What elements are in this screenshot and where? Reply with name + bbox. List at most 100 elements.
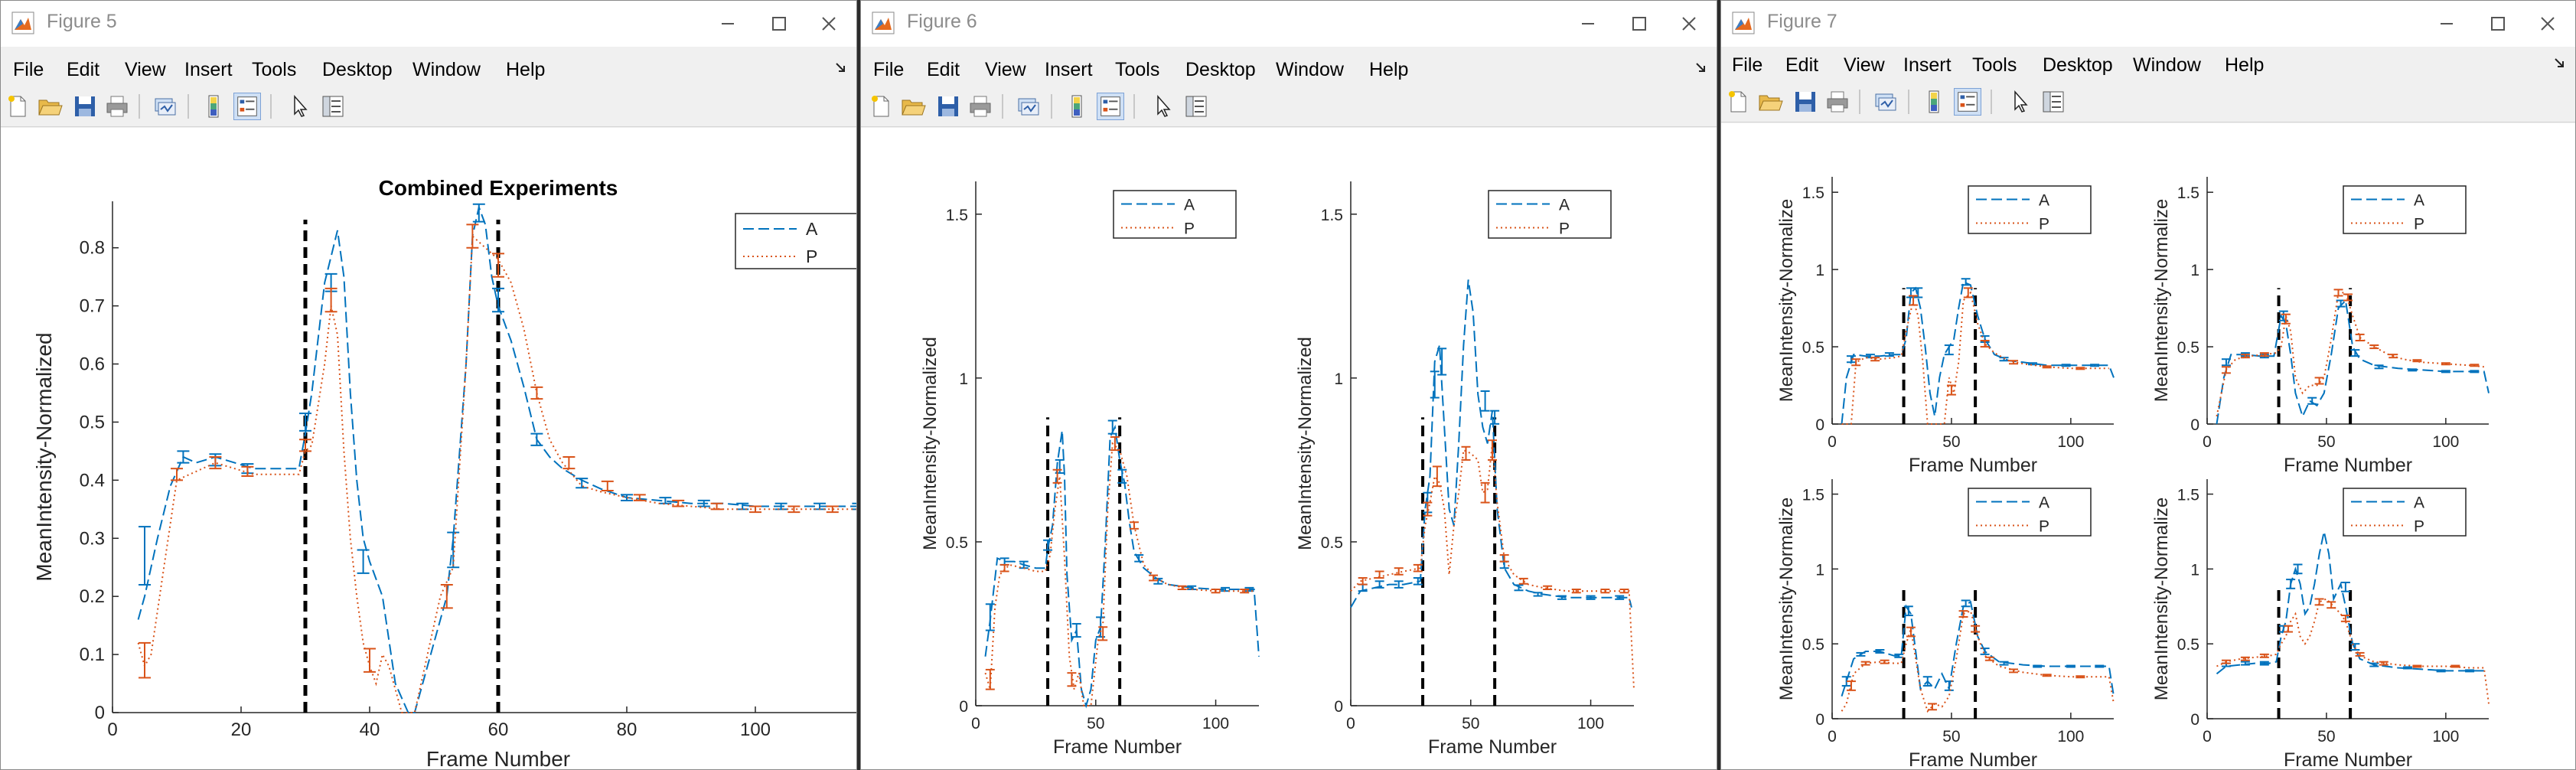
- combined-experiments-plot: 02040608010012000.10.20.30.40.50.60.70.8…: [32, 176, 856, 769]
- property-inspector-icon[interactable]: [1182, 93, 1210, 120]
- x-tick-label: 50: [1942, 433, 1960, 451]
- dock-icon[interactable]: [2552, 56, 2566, 70]
- edit-plot-icon[interactable]: [2007, 88, 2035, 116]
- x-tick-label: 50: [2317, 728, 2335, 746]
- menu-window[interactable]: Window: [412, 59, 481, 80]
- maximize-icon[interactable]: [755, 7, 801, 41]
- menu-tools[interactable]: Tools: [252, 59, 297, 80]
- menu-desktop[interactable]: Desktop: [2043, 54, 2113, 76]
- close-icon[interactable]: [2525, 7, 2571, 41]
- link-plot-icon[interactable]: [1871, 88, 1899, 116]
- window-title: Figure 7: [1767, 11, 1837, 32]
- print-icon[interactable]: [967, 93, 994, 120]
- save-icon[interactable]: [934, 93, 962, 120]
- edit-plot-icon[interactable]: [287, 93, 315, 120]
- dock-icon[interactable]: [1694, 60, 1707, 74]
- title-bar[interactable]: Figure 7: [1721, 1, 2575, 47]
- series-line-A: [2216, 531, 2484, 675]
- y-tick-label: 0.4: [80, 470, 105, 491]
- dock-icon[interactable]: [833, 60, 847, 74]
- menu-desktop[interactable]: Desktop: [322, 59, 393, 80]
- link-plot-icon[interactable]: [151, 93, 178, 120]
- legend-icon[interactable]: [1097, 93, 1124, 120]
- toolbar-separator: [1859, 90, 1860, 114]
- save-icon[interactable]: [1792, 88, 1819, 116]
- legend-label: P: [2414, 216, 2424, 233]
- minimize-icon[interactable]: [1565, 7, 1611, 41]
- close-icon[interactable]: [1666, 7, 1712, 41]
- print-icon[interactable]: [103, 93, 131, 120]
- title-bar[interactable]: Figure 5: [1, 1, 856, 47]
- menu-desktop[interactable]: Desktop: [1185, 59, 1256, 80]
- legend-icon[interactable]: [233, 93, 261, 120]
- menu-file[interactable]: File: [873, 59, 905, 80]
- figure-window-5[interactable]: Figure 5 File Edit View Insert Tools Des…: [0, 0, 857, 770]
- open-file-icon[interactable]: [1756, 88, 1784, 116]
- series-line-P: [1350, 443, 1635, 690]
- series-line-A: [137, 204, 856, 713]
- chart-title: Combined Experiments: [379, 176, 618, 200]
- menu-window[interactable]: Window: [2133, 54, 2201, 76]
- menu-view[interactable]: View: [1844, 54, 1885, 76]
- menu-view[interactable]: View: [985, 59, 1026, 80]
- menu-window[interactable]: Window: [1276, 59, 1344, 80]
- close-icon[interactable]: [806, 7, 852, 41]
- property-inspector-icon[interactable]: [319, 93, 347, 120]
- legend-label: A: [2414, 494, 2424, 512]
- x-tick-label: 50: [2317, 433, 2335, 451]
- subplot-right: 0 50 100 0 0.5 1 1.5 Frame Number MeanIntensity-…: [1295, 181, 1635, 758]
- y-tick-label: 0.5: [2177, 636, 2199, 654]
- series-line-A: [984, 424, 1260, 709]
- menu-tools[interactable]: Tools: [1115, 59, 1160, 80]
- x-axis-label: Frame Number: [1909, 455, 2037, 476]
- property-inspector-icon[interactable]: [2040, 88, 2067, 116]
- series-line-A: [1350, 279, 1632, 608]
- title-bar[interactable]: Figure 6: [861, 1, 1717, 47]
- menu-edit[interactable]: Edit: [67, 59, 100, 80]
- menu-help[interactable]: Help: [1369, 59, 1409, 80]
- link-plot-icon[interactable]: [1014, 93, 1042, 120]
- print-icon[interactable]: [1824, 88, 1851, 116]
- menu-help[interactable]: Help: [2225, 54, 2265, 76]
- menu-file[interactable]: File: [1732, 54, 1763, 76]
- open-file-icon[interactable]: [899, 93, 927, 120]
- legend-label: P: [2039, 216, 2049, 233]
- series-line-A: [1841, 280, 2115, 425]
- x-tick-label: 0: [1828, 433, 1837, 451]
- x-tick-label: 100: [2057, 728, 2084, 746]
- colorbar-icon[interactable]: [1920, 88, 1948, 116]
- figure-window-6[interactable]: Figure 6 File Edit View Insert Tools Des…: [860, 0, 1717, 770]
- legend-box: [1968, 488, 2092, 537]
- menu-edit[interactable]: Edit: [927, 59, 960, 80]
- save-icon[interactable]: [71, 93, 99, 120]
- maximize-icon[interactable]: [2474, 7, 2520, 41]
- minimize-icon[interactable]: [705, 7, 751, 41]
- y-tick-label: 0.2: [80, 586, 105, 607]
- colorbar-icon[interactable]: [1063, 93, 1091, 120]
- toolbar: [1, 86, 856, 127]
- menu-insert[interactable]: Insert: [1903, 54, 1952, 76]
- new-figure-icon[interactable]: [1724, 88, 1752, 116]
- legend-icon[interactable]: [1954, 88, 1981, 116]
- menu-tools[interactable]: Tools: [1972, 54, 2017, 76]
- menu-edit[interactable]: Edit: [1785, 54, 1819, 76]
- y-tick-label: 0: [1815, 416, 1824, 434]
- open-file-icon[interactable]: [36, 93, 64, 120]
- menu-help[interactable]: Help: [506, 59, 546, 80]
- maximize-icon[interactable]: [1616, 7, 1661, 41]
- colorbar-icon[interactable]: [200, 93, 227, 120]
- menu-insert[interactable]: Insert: [184, 59, 233, 80]
- figure-window-7[interactable]: Figure 7 File Edit View Insert Tools Des…: [1720, 0, 2576, 770]
- edit-plot-icon[interactable]: [1150, 93, 1178, 120]
- x-tick-label: 50: [1942, 728, 1960, 746]
- x-tick-label: 50: [1087, 715, 1104, 732]
- y-axis-label: MeanIntensity-Normalize: [2151, 199, 2172, 402]
- new-figure-icon[interactable]: [867, 93, 895, 120]
- y-tick-label: 0: [959, 698, 968, 716]
- menu-file[interactable]: File: [13, 59, 44, 80]
- new-figure-icon[interactable]: [4, 93, 31, 120]
- menu-view[interactable]: View: [125, 59, 166, 80]
- subplot-top-left: 0 50 100 0 0.5 1 1.5 Frame Number MeanIntensity-…: [1776, 177, 2115, 476]
- minimize-icon[interactable]: [2424, 7, 2470, 41]
- menu-insert[interactable]: Insert: [1045, 59, 1093, 80]
